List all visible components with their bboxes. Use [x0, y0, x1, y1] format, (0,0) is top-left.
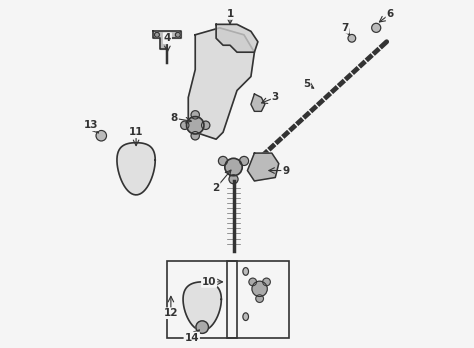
Circle shape — [219, 157, 228, 166]
Text: 7: 7 — [341, 23, 348, 33]
Text: 8: 8 — [171, 113, 178, 123]
Circle shape — [256, 295, 264, 302]
Polygon shape — [154, 31, 182, 49]
Text: 1: 1 — [227, 9, 234, 19]
Circle shape — [196, 321, 209, 333]
Bar — [167, 261, 237, 338]
Text: 5: 5 — [303, 79, 310, 88]
Text: 12: 12 — [164, 308, 178, 318]
Circle shape — [201, 121, 210, 129]
Text: 11: 11 — [129, 127, 143, 137]
Text: 6: 6 — [386, 9, 394, 19]
Ellipse shape — [243, 313, 248, 321]
Text: 9: 9 — [282, 166, 289, 175]
Circle shape — [175, 32, 180, 37]
Circle shape — [249, 278, 256, 286]
Circle shape — [200, 324, 205, 330]
Polygon shape — [216, 24, 258, 52]
Text: 2: 2 — [212, 183, 220, 193]
Text: 14: 14 — [184, 333, 199, 342]
Text: 10: 10 — [202, 277, 217, 287]
Circle shape — [348, 34, 356, 42]
Circle shape — [252, 281, 267, 296]
Circle shape — [191, 111, 200, 119]
Circle shape — [229, 175, 238, 184]
Circle shape — [239, 157, 248, 166]
Text: 13: 13 — [83, 120, 98, 130]
Circle shape — [181, 121, 189, 129]
Polygon shape — [251, 94, 265, 111]
Circle shape — [187, 117, 204, 134]
Circle shape — [225, 158, 242, 176]
Text: 3: 3 — [272, 93, 279, 102]
Circle shape — [96, 130, 107, 141]
Circle shape — [372, 23, 381, 32]
Polygon shape — [188, 28, 255, 139]
Bar — [227, 261, 289, 338]
Circle shape — [155, 32, 159, 37]
Polygon shape — [183, 282, 221, 331]
Polygon shape — [247, 153, 279, 181]
Text: 4: 4 — [164, 33, 171, 43]
Ellipse shape — [243, 268, 248, 275]
Polygon shape — [117, 143, 155, 195]
Circle shape — [263, 278, 270, 286]
Circle shape — [191, 132, 200, 140]
